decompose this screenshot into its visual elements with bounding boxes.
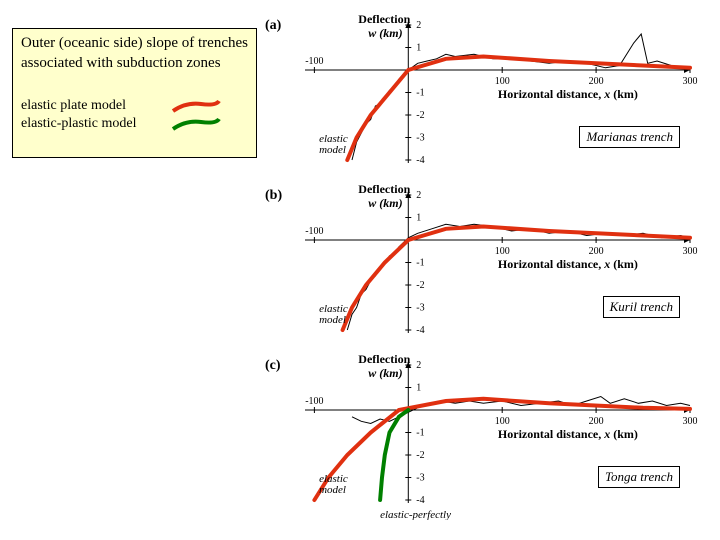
- svg-text:2: 2: [416, 20, 421, 31]
- svg-text:-1: -1: [416, 88, 424, 99]
- svg-text:-4: -4: [416, 325, 424, 336]
- svg-text:2: 2: [416, 190, 421, 201]
- svg-text:300: 300: [683, 416, 698, 427]
- legend-row-elastic: elastic plate model: [21, 97, 248, 115]
- panel-letter: (c): [265, 358, 281, 374]
- svg-text:-100: -100: [305, 396, 323, 407]
- panel-letter: (a): [265, 18, 281, 34]
- svg-text:model: model: [319, 144, 346, 156]
- svg-text:300: 300: [683, 76, 698, 87]
- legend-box: Outer (oceanic side) slope of trenches a…: [12, 28, 257, 158]
- svg-text:-3: -3: [416, 473, 424, 484]
- svg-text:100: 100: [495, 246, 510, 257]
- panel-letter: (b): [265, 188, 282, 204]
- legend-swatch-elastic: [171, 99, 221, 113]
- chart-svg-0: -100 100 200 300 -4 -3 -2 -1 1 2 Deflectionw (km) H…: [270, 10, 710, 180]
- svg-text:-2: -2: [416, 450, 424, 461]
- svg-text:2: 2: [416, 360, 421, 371]
- svg-text:-4: -4: [416, 155, 424, 166]
- trench-label-box: Marianas trench: [579, 126, 680, 148]
- svg-text:-2: -2: [416, 110, 424, 121]
- svg-text:w (km): w (km): [368, 196, 402, 210]
- svg-text:Deflection: Deflection: [358, 352, 410, 366]
- svg-text:100: 100: [495, 76, 510, 87]
- svg-text:1: 1: [416, 213, 421, 224]
- svg-text:-100: -100: [305, 56, 323, 67]
- svg-text:-3: -3: [416, 303, 424, 314]
- svg-text:-3: -3: [416, 133, 424, 144]
- svg-text:Horizontal distance, x (km): Horizontal distance, x (km): [498, 427, 638, 441]
- svg-text:Horizontal distance, x (km): Horizontal distance, x (km): [498, 257, 638, 271]
- legend-swatch-plastic: [171, 117, 221, 131]
- svg-text:-2: -2: [416, 280, 424, 291]
- svg-text:200: 200: [589, 416, 604, 427]
- svg-text:300: 300: [683, 246, 698, 257]
- svg-text:100: 100: [495, 416, 510, 427]
- legend-row-plastic: elastic-plastic model: [21, 115, 248, 133]
- svg-text:Horizontal distance, x (km): Horizontal distance, x (km): [498, 87, 638, 101]
- svg-text:1: 1: [416, 43, 421, 54]
- svg-text:model: model: [319, 484, 346, 496]
- legend-title: Outer (oceanic side) slope of trenches a…: [21, 34, 248, 73]
- legend-label-plastic: elastic-plastic model: [21, 115, 171, 133]
- svg-text:1: 1: [416, 383, 421, 394]
- chart-svg-1: -100 100 200 300 -4 -3 -2 -1 1 2 Deflectionw (km) H…: [270, 180, 710, 350]
- svg-text:elastic-perfectly: elastic-perfectly: [380, 509, 451, 520]
- trench-label-box: Tonga trench: [598, 466, 680, 488]
- chart-panel-2: -100 100 200 300 -4 -3 -2 -1 1 2 Deflectionw (km) H…: [270, 350, 710, 520]
- svg-text:-1: -1: [416, 258, 424, 269]
- chart-svg-2: -100 100 200 300 -4 -3 -2 -1 1 2 Deflectionw (km) H…: [270, 350, 710, 520]
- svg-text:-4: -4: [416, 495, 424, 506]
- svg-text:200: 200: [589, 76, 604, 87]
- chart-panel-1: -100 100 200 300 -4 -3 -2 -1 1 2 Deflectionw (km) H…: [270, 180, 710, 350]
- legend-label-elastic: elastic plate model: [21, 97, 171, 115]
- svg-text:w (km): w (km): [368, 366, 402, 380]
- svg-text:-1: -1: [416, 428, 424, 439]
- svg-text:Deflection: Deflection: [358, 182, 410, 196]
- svg-text:-100: -100: [305, 226, 323, 237]
- svg-text:w (km): w (km): [368, 26, 402, 40]
- svg-text:200: 200: [589, 246, 604, 257]
- chart-panel-0: -100 100 200 300 -4 -3 -2 -1 1 2 Deflectionw (km) H…: [270, 10, 710, 180]
- svg-text:Deflection: Deflection: [358, 12, 410, 26]
- svg-text:model: model: [319, 314, 346, 326]
- trench-label-box: Kuril trench: [603, 296, 680, 318]
